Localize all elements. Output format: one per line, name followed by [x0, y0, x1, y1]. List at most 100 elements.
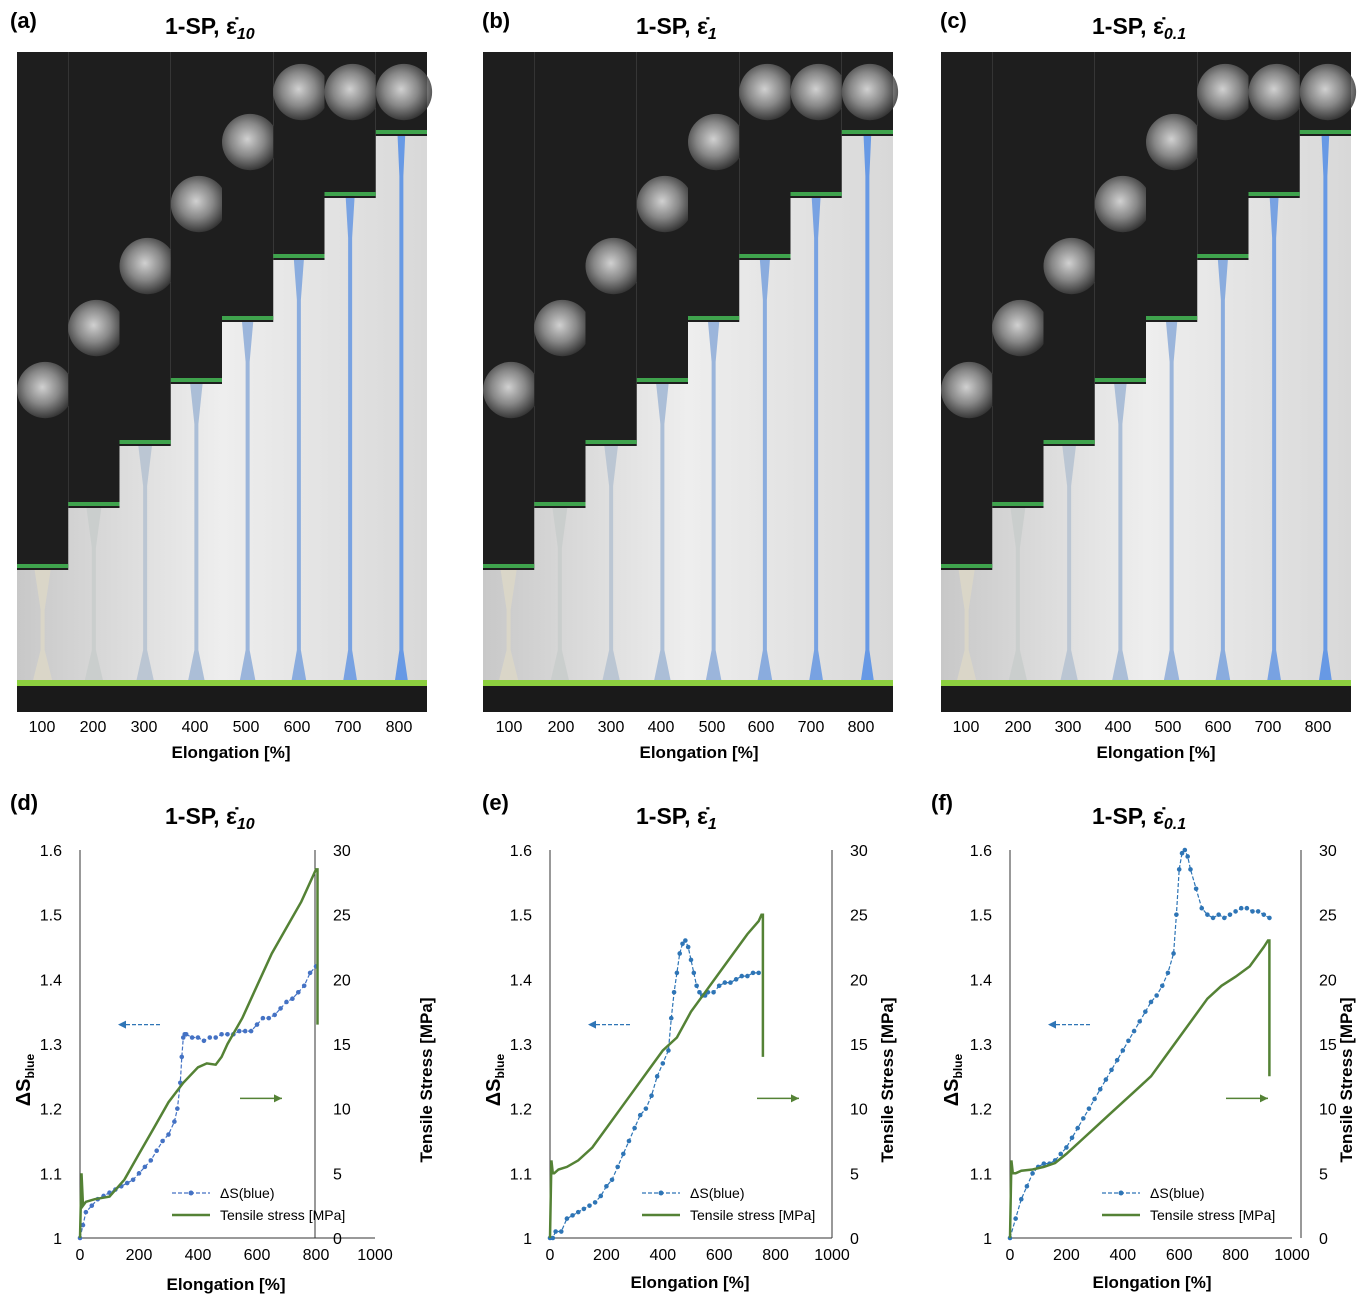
legend-label-tensile: Tensile stress [MPa]: [690, 1207, 815, 1223]
upper-clamp: [17, 52, 69, 570]
delta-s-point: [1154, 993, 1159, 998]
delta-s-point: [728, 980, 733, 985]
x-tick-label: 500: [233, 719, 260, 736]
delta-s-point: [1081, 1116, 1086, 1121]
delta-s-point: [166, 1132, 171, 1137]
delta-s-point: [1176, 867, 1182, 872]
delta-s-point: [660, 1061, 666, 1066]
delta-s-point: [1126, 1038, 1131, 1044]
specimen-strip: [393, 136, 410, 690]
right-arrow-head: [791, 1094, 799, 1103]
clamp-knob: [1146, 113, 1203, 171]
y-tick-label: 1.4: [970, 972, 992, 989]
clamp-marker: [1094, 378, 1146, 382]
delta-s-point: [1250, 909, 1255, 914]
clamp-knob: [273, 63, 330, 121]
y2-tick-label: 0: [1319, 1231, 1328, 1248]
delta-s-point: [756, 970, 761, 976]
y2-tick-label: 10: [1319, 1102, 1337, 1119]
specimen-strip: [1058, 446, 1080, 690]
specimen-strip: [238, 322, 258, 690]
clamp-marker: [273, 254, 325, 258]
delta-s-point: [242, 1028, 248, 1034]
y2-tick-label: 25: [1319, 908, 1337, 925]
clamp-marker: [841, 130, 893, 134]
delta-s-point: [697, 989, 702, 995]
clamp-marker: [1146, 316, 1198, 320]
delta-s-point: [691, 970, 697, 976]
clamp-marker: [68, 502, 120, 506]
clamp-knob: [636, 175, 694, 233]
clamp-marker: [790, 192, 842, 196]
delta-s-point: [694, 983, 699, 989]
y-tick-label: 1.6: [970, 843, 992, 860]
x-tick-label: 0: [1006, 1247, 1015, 1264]
delta-s-point: [1086, 1106, 1092, 1111]
x-tick-label: 400: [1109, 1247, 1136, 1264]
delta-s-point: [1188, 867, 1193, 872]
clamp-knob: [534, 299, 591, 357]
legend-marker-delta-s: [658, 1190, 664, 1196]
y-tick-label: 1.2: [510, 1102, 532, 1119]
specimen-strip: [1110, 384, 1131, 690]
legend-marker-delta-s: [1118, 1190, 1124, 1196]
specimen-strip: [954, 570, 979, 690]
panel-letter: (a): [10, 8, 37, 33]
delta-s-point: [248, 1028, 254, 1034]
specimen-strip: [289, 260, 308, 690]
y-tick-label: 1.3: [510, 1037, 532, 1054]
x-tick-label: 200: [80, 719, 107, 736]
specimen-strip: [134, 446, 156, 690]
delta-s-point: [1097, 1086, 1103, 1092]
left-arrow-head: [588, 1020, 596, 1029]
photo-panel-b: (b) 1-SP, ε̇1 100 200 300 400 500 600 70…: [482, 8, 899, 762]
lower-clamp-marker: [483, 680, 893, 686]
x-tick-label: 200: [1053, 1247, 1080, 1264]
delta-s-point: [254, 1022, 260, 1027]
delta-s-point: [272, 1012, 278, 1018]
chart-title: 1-SP, ε̇10: [165, 803, 255, 833]
clamp-marker: [222, 316, 274, 320]
y-tick-label: 1.1: [510, 1166, 532, 1183]
y-tick-label: 1.3: [970, 1037, 992, 1054]
specimen-strip: [341, 198, 359, 690]
panel-title: 1-SP, ε̇10: [165, 13, 255, 43]
clamp-knob: [1248, 63, 1305, 121]
clamp-knob: [222, 113, 279, 171]
x-tick-label: 400: [1105, 719, 1132, 736]
delta-s-point: [1182, 847, 1188, 853]
clamp-knob: [739, 63, 796, 121]
y2-tick-label: 30: [850, 843, 868, 860]
y2-axis-label: Tensile Stress [MPa]: [1337, 997, 1356, 1162]
panel-letter: (b): [482, 8, 510, 33]
clamp-knob: [375, 63, 433, 121]
photo-panels-svg: (a) 1-SP, ε̇10 100 200 300 400 500 600 7…: [10, 8, 1357, 762]
clamp-knob: [68, 299, 125, 357]
delta-s-point: [1255, 909, 1261, 914]
delta-s-point: [564, 1216, 570, 1221]
lower-clamp: [941, 686, 1351, 712]
x-tick-label: 400: [649, 1247, 676, 1264]
delta-s-point: [1069, 1135, 1075, 1141]
delta-s-point: [632, 1125, 637, 1131]
clamp-knob: [585, 237, 642, 295]
delta-s-point: [1185, 854, 1190, 859]
lower-clamp-marker: [17, 680, 427, 686]
y2-tick-label: 30: [1319, 843, 1337, 860]
panel-letter: (d): [10, 790, 38, 815]
lower-clamp: [17, 686, 427, 712]
delta-s-point: [711, 989, 716, 995]
specimen-strip: [807, 198, 825, 690]
delta-s-point: [130, 1177, 136, 1183]
y-tick-label: 1: [983, 1231, 992, 1248]
specimen-strip: [496, 570, 521, 690]
specimen-strip: [652, 384, 673, 690]
clamp-knob: [1094, 175, 1152, 233]
delta-s-point: [266, 1015, 272, 1021]
clamp-marker: [688, 316, 740, 320]
x-tick-label: 500: [1155, 719, 1182, 736]
clamp-marker: [1299, 130, 1351, 134]
panel-letter: (c): [940, 8, 967, 33]
chart-e: (e) 1-SP, ε̇1 Elongation [%] ΔSblue Tens…: [482, 790, 897, 1292]
y2-tick-label: 30: [333, 843, 351, 860]
